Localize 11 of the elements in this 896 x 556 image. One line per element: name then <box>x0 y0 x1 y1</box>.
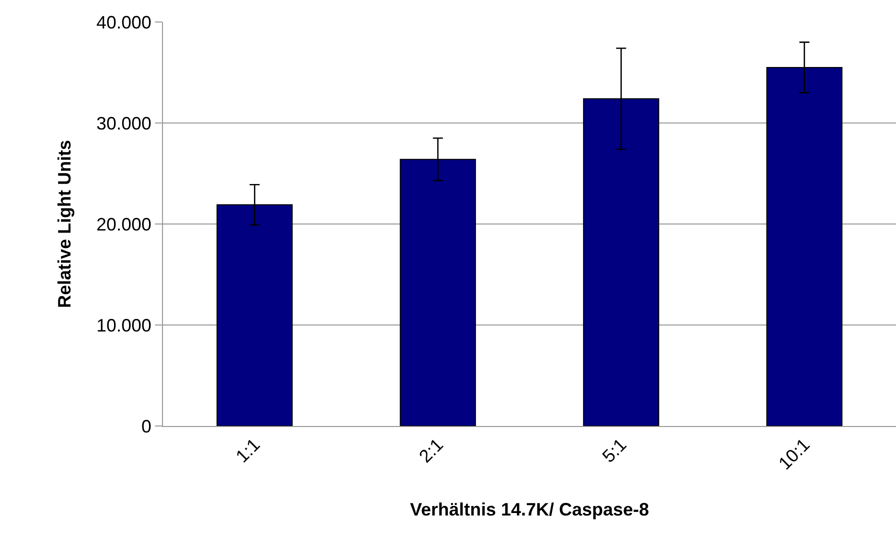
y-tick-label: 40.000 <box>96 12 152 32</box>
x-tick-label: 2:1 <box>415 434 448 466</box>
x-tick-label: 5:1 <box>598 434 630 466</box>
y-tick-label: 10.000 <box>96 315 152 336</box>
x-tick-label: 1:1 <box>232 434 264 466</box>
y-tick-label: 0 <box>141 416 152 436</box>
x-tick-label: 10:1 <box>774 434 814 474</box>
x-axis-title: Verhältnis 14.7K/ Caspase-8 <box>410 500 650 520</box>
y-tick-label: 30.000 <box>96 113 152 134</box>
y-axis-title: Relative Light Units <box>54 140 75 308</box>
y-tick-label: 20.000 <box>96 214 152 234</box>
